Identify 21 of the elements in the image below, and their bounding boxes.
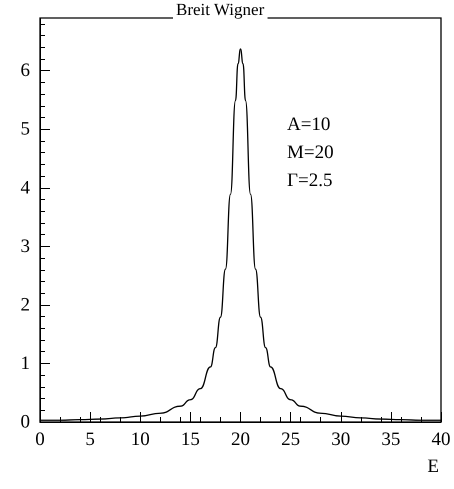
x-tick-label: 25 xyxy=(281,429,300,450)
x-tick-label: 35 xyxy=(381,429,400,450)
annotation: M=20 xyxy=(287,142,334,163)
x-tick-label: 15 xyxy=(180,429,200,450)
x-tick-label: 40 xyxy=(432,429,450,450)
x-tick-label: 10 xyxy=(130,429,150,450)
y-tick-label: 2 xyxy=(20,294,30,316)
annotation: A=10 xyxy=(287,114,330,135)
y-tick-label: 0 xyxy=(20,412,30,432)
annotation: Γ=2.5 xyxy=(287,170,332,191)
x-tick-label: 30 xyxy=(331,429,350,450)
x-tick-label: 0 xyxy=(35,429,45,450)
y-tick-label: 3 xyxy=(20,236,30,257)
x-tick-label: 20 xyxy=(231,429,250,450)
chart-title: Breit Wigner xyxy=(176,0,265,19)
y-tick-label: 4 xyxy=(20,177,30,198)
x-tick-label: 5 xyxy=(85,429,95,450)
x-axis-title: E xyxy=(427,456,440,477)
y-tick-label: 5 xyxy=(20,118,30,140)
y-tick-label: 1 xyxy=(20,352,30,374)
y-tick-label: 6 xyxy=(20,60,30,82)
